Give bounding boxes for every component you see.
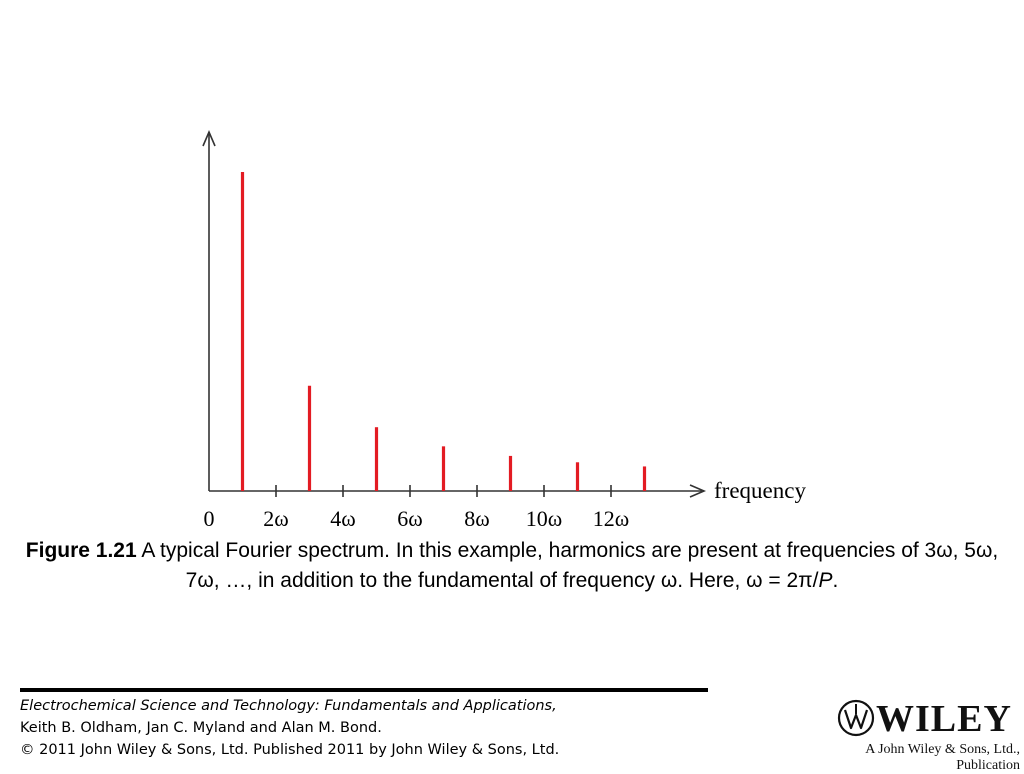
x-tick-label: 4ω	[330, 506, 355, 531]
book-authors: Keith B. Oldham, Jan C. Myland and Alan …	[20, 720, 382, 736]
x-tick-label: 0	[204, 506, 215, 531]
figure-label: Figure 1.21	[25, 539, 137, 562]
copyright-notice: © 2011 John Wiley & Sons, Ltd. Published…	[20, 742, 560, 758]
wiley-emblem-icon	[837, 699, 875, 737]
x-tick-label: 10ω	[526, 506, 562, 531]
caption-end: .	[832, 569, 839, 592]
x-axis-label: frequency	[714, 478, 806, 503]
x-tick-label: 12ω	[593, 506, 629, 531]
citation-footer: Electrochemical Science and Technology: …	[20, 695, 720, 761]
x-tick-label: 2ω	[263, 506, 288, 531]
fourier-spectrum-chart: 0 2ω 4ω 6ω 8ω 10ω 12ω frequency	[202, 129, 806, 531]
wiley-wordmark: WILEY	[876, 698, 1012, 740]
caption-text: A typical Fourier spectrum. In this exam…	[136, 539, 999, 592]
publisher-logo: WILEY A John Wiley & Sons, Ltd., Publica…	[790, 696, 1020, 773]
x-axis-arrow	[689, 484, 707, 498]
figure-caption: Figure 1.21 A typical Fourier spectrum. …	[20, 536, 1004, 596]
book-title: Electrochemical Science and Technology: …	[20, 698, 557, 714]
y-axis-arrow	[202, 129, 216, 147]
x-axis-ticks: 0 2ω 4ω 6ω 8ω 10ω 12ω	[204, 485, 629, 531]
x-tick-label: 8ω	[464, 506, 489, 531]
spectrum-bars	[240, 172, 647, 491]
footer-divider	[20, 688, 708, 692]
chart-axes	[202, 129, 707, 498]
caption-variable: P	[818, 569, 833, 592]
x-tick-label: 6ω	[397, 506, 422, 531]
publisher-tagline: A John Wiley & Sons, Ltd., Publication	[865, 742, 1020, 773]
